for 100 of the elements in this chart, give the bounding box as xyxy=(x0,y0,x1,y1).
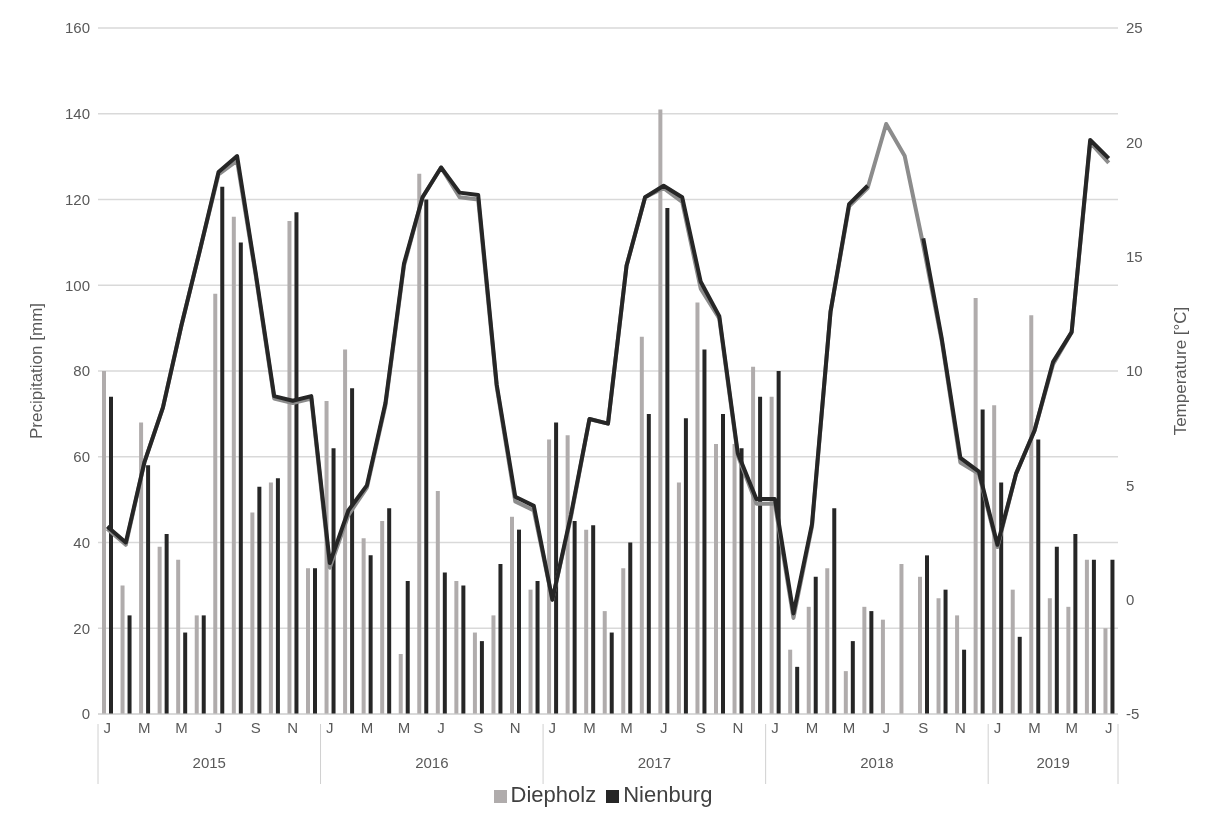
y2-tick-label: 25 xyxy=(1126,19,1143,37)
bar xyxy=(380,521,385,714)
y-tick-label: 160 xyxy=(64,19,90,37)
text: 2019 xyxy=(1036,754,1070,771)
text: 2018 xyxy=(860,754,894,771)
bar xyxy=(491,615,496,714)
bar xyxy=(936,598,941,714)
x-tick-label: S xyxy=(695,718,706,736)
bar xyxy=(628,542,633,714)
bar xyxy=(398,653,403,714)
bar xyxy=(843,671,848,714)
x-tick-label: J xyxy=(659,718,668,736)
y2-tick-label: -5 xyxy=(1126,705,1140,723)
bar xyxy=(992,405,997,714)
bar xyxy=(658,109,663,714)
bar xyxy=(925,555,929,714)
bar xyxy=(231,216,236,714)
x-tick-label: M xyxy=(360,718,374,736)
bar xyxy=(732,443,737,714)
bar xyxy=(751,366,756,714)
y-tick-label: 140 xyxy=(64,105,90,123)
text: 2017 xyxy=(637,754,672,771)
bar xyxy=(813,576,818,714)
bar xyxy=(1029,315,1034,714)
bar xyxy=(164,533,169,714)
y2-tick-label: 15 xyxy=(1126,247,1143,265)
bar xyxy=(454,581,459,714)
bar xyxy=(361,538,366,714)
legend-label: Nienburg xyxy=(623,782,713,807)
bar xyxy=(547,439,552,714)
bar xyxy=(788,649,793,714)
bar xyxy=(695,302,700,714)
bar xyxy=(387,508,392,714)
bar xyxy=(918,576,922,714)
bar xyxy=(183,632,188,714)
bar xyxy=(1010,589,1015,714)
bar xyxy=(862,606,867,714)
bar xyxy=(795,666,800,714)
y2-tick-label: 5 xyxy=(1126,476,1135,494)
bar xyxy=(417,173,422,714)
x-tick-label: M xyxy=(397,718,411,736)
bar xyxy=(127,615,132,714)
y2-tick-label: 0 xyxy=(1126,590,1135,608)
x-tick-label: N xyxy=(954,718,966,736)
x-tick-label: J xyxy=(103,718,112,736)
bar xyxy=(806,606,811,714)
y-tick-label: 20 xyxy=(73,619,90,637)
bar xyxy=(368,555,373,714)
bar xyxy=(1066,606,1071,714)
bar xyxy=(1036,439,1041,714)
x-tick-label: M xyxy=(175,718,188,736)
bar xyxy=(1073,533,1078,714)
bar xyxy=(943,589,948,714)
y2-tick-label: 20 xyxy=(1126,133,1143,151)
x-tick-label: N xyxy=(287,718,299,736)
y-tick-label: 40 xyxy=(73,533,90,551)
bar xyxy=(621,568,626,714)
bar xyxy=(955,615,960,714)
bar xyxy=(1110,559,1115,714)
x-tick-label: M xyxy=(805,718,819,736)
bar xyxy=(498,563,503,714)
bar xyxy=(238,242,243,714)
y-tick-label: 120 xyxy=(64,190,90,208)
bar xyxy=(702,349,707,714)
bar xyxy=(609,632,614,714)
bar xyxy=(220,186,225,714)
x-tick-label: N xyxy=(732,718,744,736)
bar xyxy=(1084,559,1089,714)
bar xyxy=(517,529,521,714)
y-tick-label: 0 xyxy=(81,705,90,723)
x-tick-label: J xyxy=(882,718,890,736)
x-tick-label: S xyxy=(918,718,929,736)
bar xyxy=(176,559,181,714)
x-tick-label: J xyxy=(326,718,334,736)
bar xyxy=(510,516,514,714)
bar xyxy=(973,298,978,714)
y-axis-title: Precipitation [mm] xyxy=(27,302,47,440)
bar xyxy=(591,525,596,714)
x-tick-label: S xyxy=(473,718,484,736)
bar xyxy=(899,563,904,714)
bar xyxy=(639,336,644,714)
y2-tick-label: 10 xyxy=(1126,362,1143,380)
x-tick-label: J xyxy=(214,718,223,736)
bar xyxy=(213,293,218,714)
bar xyxy=(405,581,410,714)
bar xyxy=(257,486,262,714)
bar xyxy=(120,585,125,714)
x-tick-label: M xyxy=(620,718,633,736)
bar xyxy=(869,611,874,714)
bar xyxy=(287,220,292,714)
bar xyxy=(102,371,106,714)
bar xyxy=(194,615,199,714)
y-tick-label: 100 xyxy=(64,276,90,294)
x-tick-label: J xyxy=(993,718,1002,736)
x-tick-label: N xyxy=(509,718,521,736)
text: 2015 xyxy=(192,754,226,771)
bar xyxy=(268,482,273,714)
y-tick-label: 60 xyxy=(73,448,90,466)
x-tick-label: S xyxy=(250,718,261,736)
bar xyxy=(850,641,855,714)
